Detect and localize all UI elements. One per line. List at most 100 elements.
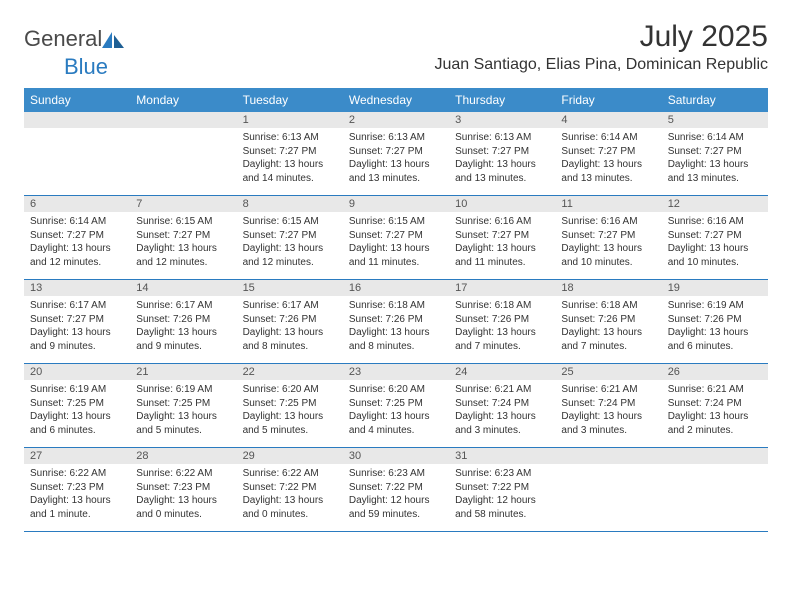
empty-day-body [555,464,661,522]
daylight: Daylight: 13 hours and 7 minutes. [455,326,549,353]
sunrise: Sunrise: 6:17 AM [136,299,230,313]
day-number: 9 [343,196,449,212]
sunset: Sunset: 7:27 PM [561,145,655,159]
day-number: 25 [555,364,661,380]
day-cell: 28Sunrise: 6:22 AMSunset: 7:23 PMDayligh… [130,448,236,532]
day-number: 22 [237,364,343,380]
sunset: Sunset: 7:22 PM [349,481,443,495]
day-cell: 27Sunrise: 6:22 AMSunset: 7:23 PMDayligh… [24,448,130,532]
day-cell [130,112,236,196]
day-body: Sunrise: 6:13 AMSunset: 7:27 PMDaylight:… [343,128,449,195]
sunset: Sunset: 7:24 PM [455,397,549,411]
day-body: Sunrise: 6:14 AMSunset: 7:27 PMDaylight:… [24,212,130,279]
sunrise: Sunrise: 6:23 AM [455,467,549,481]
daylight: Daylight: 13 hours and 13 minutes. [561,158,655,185]
daylight: Daylight: 13 hours and 1 minute. [30,494,124,521]
day-number: 12 [662,196,768,212]
day-number: 1 [237,112,343,128]
day-number: 26 [662,364,768,380]
sunset: Sunset: 7:25 PM [30,397,124,411]
brand-part2: Blue [64,54,108,80]
day-number: 28 [130,448,236,464]
sunrise: Sunrise: 6:20 AM [243,383,337,397]
day-body: Sunrise: 6:20 AMSunset: 7:25 PMDaylight:… [237,380,343,447]
day-number: 6 [24,196,130,212]
day-number: 27 [24,448,130,464]
sunset: Sunset: 7:26 PM [668,313,762,327]
day-body: Sunrise: 6:16 AMSunset: 7:27 PMDaylight:… [555,212,661,279]
sunrise: Sunrise: 6:13 AM [455,131,549,145]
sunrise: Sunrise: 6:18 AM [455,299,549,313]
day-header: Wednesday [343,88,449,112]
day-cell: 15Sunrise: 6:17 AMSunset: 7:26 PMDayligh… [237,280,343,364]
day-cell: 23Sunrise: 6:20 AMSunset: 7:25 PMDayligh… [343,364,449,448]
daylight: Daylight: 13 hours and 0 minutes. [136,494,230,521]
sunset: Sunset: 7:27 PM [561,229,655,243]
day-cell: 30Sunrise: 6:23 AMSunset: 7:22 PMDayligh… [343,448,449,532]
daylight: Daylight: 13 hours and 8 minutes. [243,326,337,353]
day-number: 14 [130,280,236,296]
sunrise: Sunrise: 6:22 AM [136,467,230,481]
day-cell: 12Sunrise: 6:16 AMSunset: 7:27 PMDayligh… [662,196,768,280]
day-cell: 20Sunrise: 6:19 AMSunset: 7:25 PMDayligh… [24,364,130,448]
sunrise: Sunrise: 6:23 AM [349,467,443,481]
day-body: Sunrise: 6:22 AMSunset: 7:23 PMDaylight:… [24,464,130,531]
day-number: 18 [555,280,661,296]
brand-part1: General [24,26,102,52]
day-cell: 10Sunrise: 6:16 AMSunset: 7:27 PMDayligh… [449,196,555,280]
day-cell: 8Sunrise: 6:15 AMSunset: 7:27 PMDaylight… [237,196,343,280]
day-body: Sunrise: 6:21 AMSunset: 7:24 PMDaylight:… [662,380,768,447]
day-number: 23 [343,364,449,380]
sunrise: Sunrise: 6:15 AM [243,215,337,229]
empty-day-number [24,112,130,128]
day-cell: 6Sunrise: 6:14 AMSunset: 7:27 PMDaylight… [24,196,130,280]
daylight: Daylight: 13 hours and 11 minutes. [455,242,549,269]
day-number: 20 [24,364,130,380]
day-body: Sunrise: 6:16 AMSunset: 7:27 PMDaylight:… [449,212,555,279]
daylight: Daylight: 12 hours and 58 minutes. [455,494,549,521]
daylight: Daylight: 13 hours and 8 minutes. [349,326,443,353]
sunset: Sunset: 7:26 PM [243,313,337,327]
sunrise: Sunrise: 6:17 AM [243,299,337,313]
sunrise: Sunrise: 6:16 AM [561,215,655,229]
day-number: 13 [24,280,130,296]
sunset: Sunset: 7:27 PM [30,313,124,327]
day-body: Sunrise: 6:13 AMSunset: 7:27 PMDaylight:… [449,128,555,195]
week-row: 1Sunrise: 6:13 AMSunset: 7:27 PMDaylight… [24,112,768,196]
day-header: Thursday [449,88,555,112]
sunset: Sunset: 7:22 PM [243,481,337,495]
day-cell [24,112,130,196]
empty-day-body [24,128,130,186]
day-body: Sunrise: 6:14 AMSunset: 7:27 PMDaylight:… [555,128,661,195]
day-body: Sunrise: 6:18 AMSunset: 7:26 PMDaylight:… [555,296,661,363]
daylight: Daylight: 13 hours and 3 minutes. [561,410,655,437]
week-row: 6Sunrise: 6:14 AMSunset: 7:27 PMDaylight… [24,196,768,280]
sunset: Sunset: 7:26 PM [561,313,655,327]
sunrise: Sunrise: 6:14 AM [30,215,124,229]
sunrise: Sunrise: 6:18 AM [561,299,655,313]
day-cell: 14Sunrise: 6:17 AMSunset: 7:26 PMDayligh… [130,280,236,364]
sail-icon [102,32,124,48]
sunset: Sunset: 7:27 PM [243,229,337,243]
daylight: Daylight: 13 hours and 2 minutes. [668,410,762,437]
day-body: Sunrise: 6:21 AMSunset: 7:24 PMDaylight:… [449,380,555,447]
sunset: Sunset: 7:27 PM [668,229,762,243]
sunrise: Sunrise: 6:21 AM [668,383,762,397]
day-number: 19 [662,280,768,296]
daylight: Daylight: 13 hours and 12 minutes. [243,242,337,269]
day-header-row: Sunday Monday Tuesday Wednesday Thursday… [24,88,768,112]
day-cell: 4Sunrise: 6:14 AMSunset: 7:27 PMDaylight… [555,112,661,196]
day-body: Sunrise: 6:17 AMSunset: 7:26 PMDaylight:… [237,296,343,363]
title-block: July 2025 Juan Santiago, Elias Pina, Dom… [434,20,768,74]
day-body: Sunrise: 6:19 AMSunset: 7:25 PMDaylight:… [24,380,130,447]
daylight: Daylight: 13 hours and 6 minutes. [668,326,762,353]
day-body: Sunrise: 6:17 AMSunset: 7:27 PMDaylight:… [24,296,130,363]
sunset: Sunset: 7:23 PM [30,481,124,495]
sunset: Sunset: 7:26 PM [136,313,230,327]
day-cell: 5Sunrise: 6:14 AMSunset: 7:27 PMDaylight… [662,112,768,196]
month-title: July 2025 [434,20,768,54]
daylight: Daylight: 13 hours and 13 minutes. [455,158,549,185]
day-cell: 1Sunrise: 6:13 AMSunset: 7:27 PMDaylight… [237,112,343,196]
day-body: Sunrise: 6:13 AMSunset: 7:27 PMDaylight:… [237,128,343,195]
day-number: 5 [662,112,768,128]
